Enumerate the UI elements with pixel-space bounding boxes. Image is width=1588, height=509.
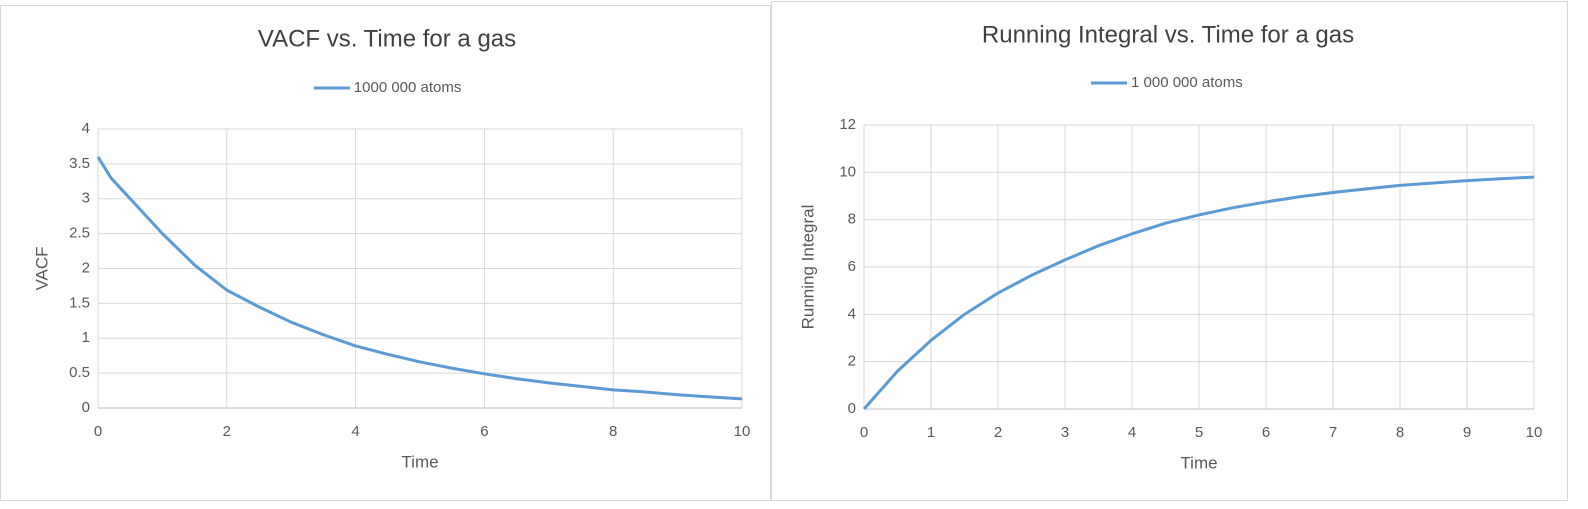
y-tick-label: 6 (848, 258, 856, 275)
y-tick-label: 0 (82, 399, 90, 416)
y-tick-label: 2 (82, 259, 90, 276)
y-tick-label: 0 (848, 400, 856, 417)
y-tick-label: 10 (839, 163, 856, 180)
x-tick-label: 9 (1463, 424, 1471, 441)
x-tick-label: 3 (1061, 424, 1069, 441)
y-tick-label: 4 (848, 305, 856, 322)
y-tick-label: 2 (848, 353, 856, 370)
x-tick-label: 6 (480, 423, 488, 440)
chart-title: VACF vs. Time for a gas (258, 25, 516, 52)
series-line (862, 175, 1535, 410)
y-tick-label: 2.5 (69, 225, 90, 242)
y-tick-label: 12 (839, 116, 856, 133)
panel-border (771, 1, 1568, 501)
x-tick-label: 0 (860, 424, 868, 441)
chart-title: Running Integral vs. Time for a gas (982, 21, 1354, 48)
x-tick-label: 1 (927, 424, 935, 441)
x-tick-label: 2 (994, 424, 1002, 441)
x-tick-label: 5 (1195, 424, 1203, 441)
y-tick-label: 1 (82, 329, 90, 346)
x-tick-label: 7 (1329, 424, 1337, 441)
x-tick-label: 8 (1396, 424, 1404, 441)
y-axis-label: VACF (32, 246, 51, 290)
x-tick-label: 8 (609, 423, 617, 440)
y-tick-label: 3.5 (69, 155, 90, 172)
y-tick-label: 0.5 (69, 364, 90, 381)
x-tick-label: 4 (351, 423, 359, 440)
x-tick-label: 6 (1262, 424, 1270, 441)
x-tick-label: 10 (734, 423, 751, 440)
x-tick-label: 10 (1526, 424, 1543, 441)
y-tick-label: 4 (82, 120, 90, 137)
legend-label: 1 000 000 atoms (1131, 74, 1243, 91)
x-tick-label: 2 (223, 423, 231, 440)
x-tick-label: 4 (1128, 424, 1136, 441)
x-tick-label: 0 (94, 423, 102, 440)
series-line (96, 156, 743, 401)
y-tick-label: 3 (82, 190, 90, 207)
legend-label: 1000 000 atoms (354, 79, 462, 96)
y-tick-label: 1.5 (69, 294, 90, 311)
x-axis-label: Time (1180, 453, 1217, 472)
x-axis-label: Time (401, 452, 438, 471)
y-tick-label: 8 (848, 211, 856, 228)
y-axis-label: Running Integral (798, 205, 817, 330)
panel-border (0, 5, 771, 501)
